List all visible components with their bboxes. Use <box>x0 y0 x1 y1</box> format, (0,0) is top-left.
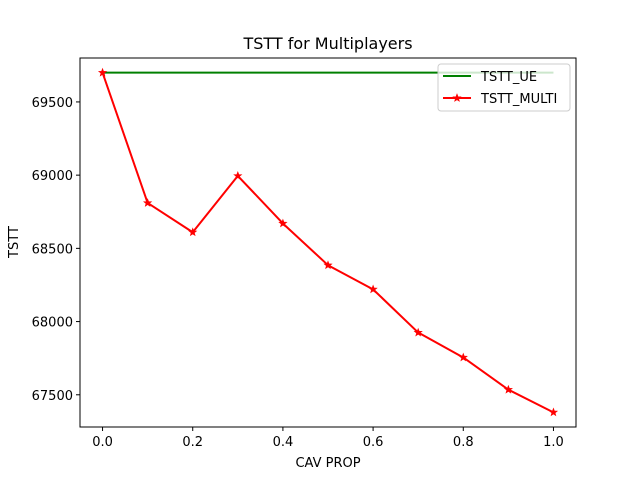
x-tick-label: 0.0 <box>92 435 113 450</box>
y-tick-label: 68500 <box>32 242 73 257</box>
x-tick-label: 0.2 <box>182 435 203 450</box>
data-point-marker <box>458 352 468 362</box>
data-point-marker <box>503 384 513 394</box>
y-tick-label: 67500 <box>32 389 73 404</box>
data-point-marker <box>413 327 423 337</box>
legend-marker-tstt-multi <box>452 93 462 102</box>
y-tick-label: 69500 <box>32 96 73 111</box>
data-point-marker <box>143 198 153 207</box>
axes: 0.0 0.2 0.4 0.6 0.8 1.0 67500 68000 68500 69000 69… <box>32 57 577 450</box>
y-tick-label: 69000 <box>32 169 73 184</box>
x-tick-label: 1.0 <box>543 435 564 450</box>
legend-label-tstt-multi: TSTT_MULTI <box>480 92 557 107</box>
x-tick-label: 0.4 <box>273 435 294 450</box>
data-point-marker <box>548 407 559 417</box>
data-point-marker <box>188 227 198 237</box>
x-axis-title: CAV PROP <box>295 456 360 471</box>
data-point-marker <box>97 67 108 77</box>
x-tick-label: 0.8 <box>453 435 474 450</box>
y-axis-title: TSTT <box>7 226 22 259</box>
data-point-marker <box>278 218 288 228</box>
data-point-marker <box>233 171 243 180</box>
data-point-marker <box>368 284 378 294</box>
x-tick-label: 0.6 <box>363 435 384 450</box>
data-point-marker <box>323 260 333 270</box>
legend: TSTT_UE TSTT_MULTI <box>437 63 571 112</box>
chart-title: TSTT for Multiplayers <box>242 34 412 53</box>
y-tick-label: 68000 <box>32 316 73 331</box>
axes-frame <box>79 57 577 428</box>
legend-label-tstt-ue: TSTT_UE <box>480 70 537 85</box>
